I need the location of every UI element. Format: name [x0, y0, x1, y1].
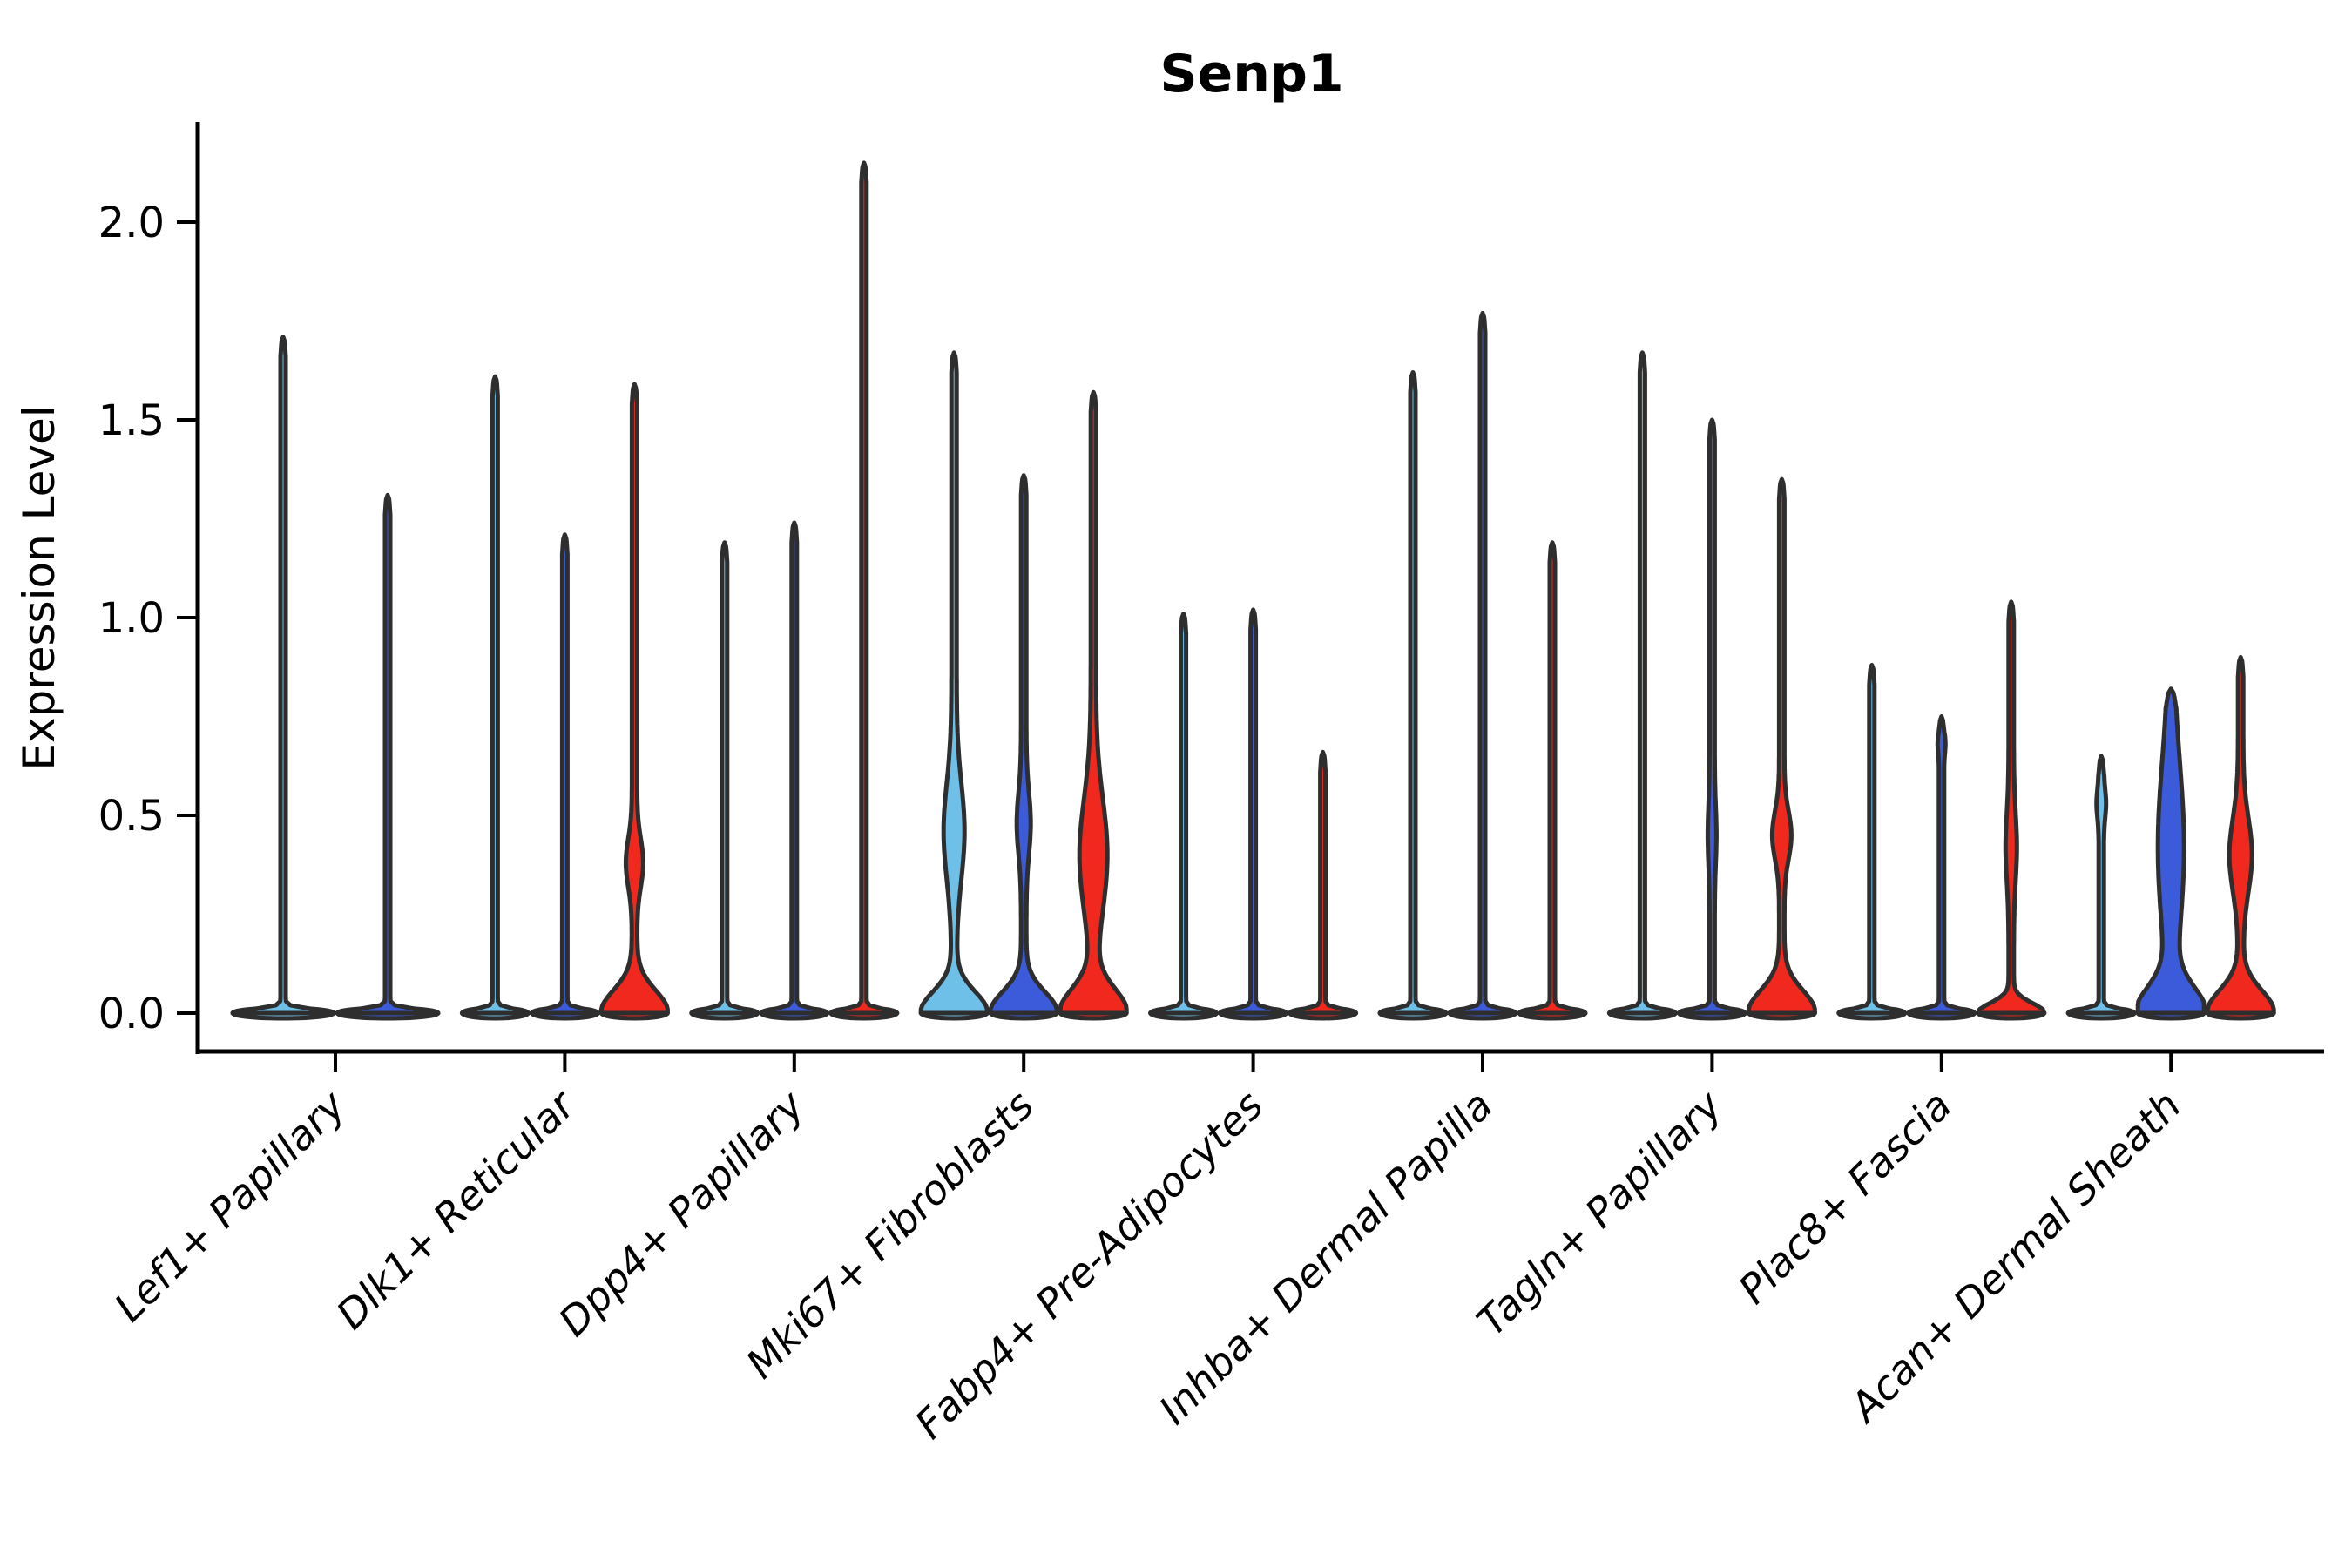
violin-body — [1606, 350, 1678, 1016]
violin-body — [598, 382, 670, 1016]
y-tick-label: 0.0 — [98, 990, 165, 1038]
y-tick-label: 1.5 — [98, 396, 165, 445]
violin-body — [689, 540, 760, 1016]
y-tick-label: 1.0 — [98, 594, 165, 643]
violin-body — [1218, 607, 1289, 1016]
violin-body — [1377, 370, 1449, 1016]
y-axis-label: Expression Level — [14, 405, 64, 770]
violin-body — [828, 160, 900, 1016]
x-tick-label: Tagln+ Papillary — [1468, 1081, 1732, 1345]
violin-body — [1517, 540, 1588, 1016]
violin-body — [1058, 389, 1129, 1016]
violin-body — [988, 473, 1059, 1016]
violin-body — [2135, 686, 2207, 1016]
violin-body — [1746, 476, 1817, 1016]
violin-body — [1976, 599, 2047, 1016]
violin-body — [1836, 663, 1908, 1016]
violin-body — [2065, 754, 2137, 1016]
violin-body — [1148, 612, 1220, 1016]
violin-body — [230, 335, 336, 1016]
violin-body — [1906, 714, 1977, 1016]
violin-body — [335, 492, 441, 1016]
y-tick-label: 2.0 — [98, 199, 165, 247]
x-tick-label: Plac8+ Fascia — [1729, 1082, 1960, 1313]
y-tick-label: 0.5 — [98, 792, 165, 841]
violin-body — [1288, 749, 1359, 1016]
x-tick-label: Lef1+ Papillary — [105, 1081, 355, 1330]
violin-body — [2205, 654, 2276, 1016]
violin-body — [1447, 310, 1518, 1016]
violin-body — [1676, 417, 1747, 1016]
violin-body — [759, 520, 830, 1016]
violin-body — [459, 374, 531, 1016]
x-tick-label: Dpp4+ Papillary — [550, 1081, 814, 1345]
violin-body — [529, 532, 600, 1016]
violin-body — [918, 350, 990, 1016]
plot-title: Senp1 — [1159, 44, 1343, 105]
x-tick-label: Dlk1+ Reticular — [328, 1079, 586, 1338]
